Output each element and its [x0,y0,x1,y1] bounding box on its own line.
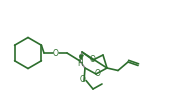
Text: O: O [79,75,85,84]
Text: O: O [53,49,58,57]
Text: H: H [78,58,83,67]
Text: O: O [95,69,100,78]
Text: O: O [90,55,96,64]
